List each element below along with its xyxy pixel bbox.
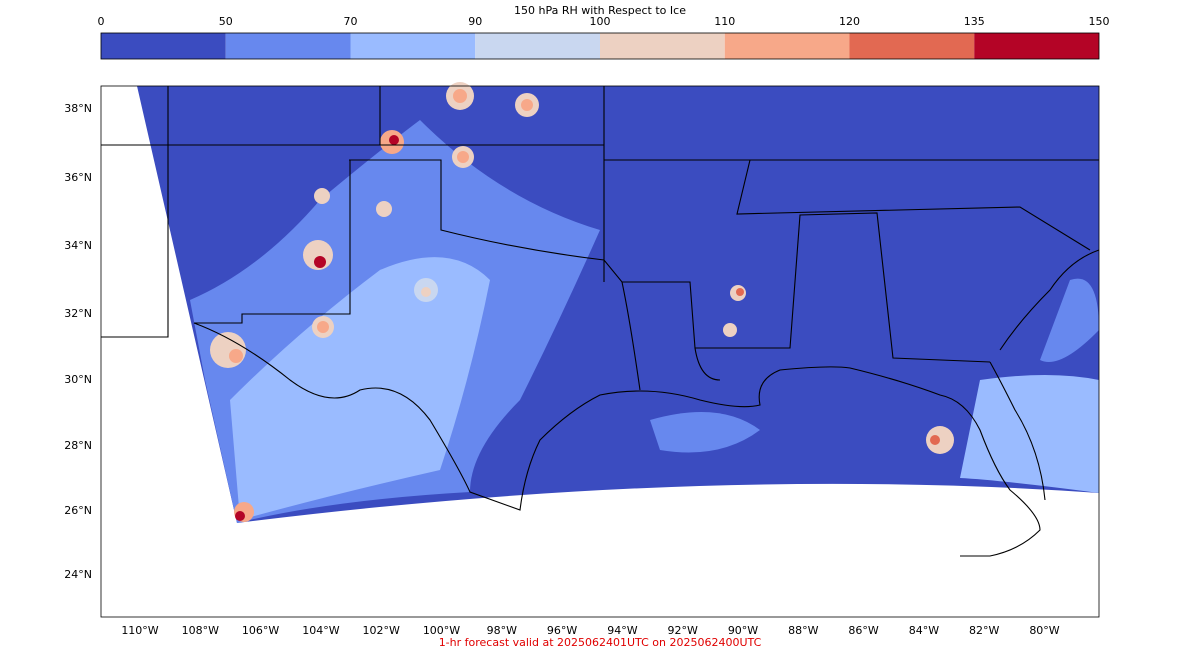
colorbar-tick-label: 100 bbox=[590, 15, 611, 28]
colorbar-frame bbox=[100, 32, 1100, 60]
lon-label: 80°W bbox=[1029, 624, 1059, 637]
colorbar-segment bbox=[225, 33, 351, 59]
colorbar-title: 150 hPa RH with Respect to Ice bbox=[514, 4, 686, 17]
lon-label: 86°W bbox=[848, 624, 878, 637]
map bbox=[100, 82, 1100, 618]
lon-label: 82°W bbox=[969, 624, 999, 637]
colorbar: 0 50 70 90 100 110 120 135 150 bbox=[98, 15, 1110, 60]
lon-label: 104°W bbox=[302, 624, 339, 637]
colorbar-segment bbox=[849, 33, 975, 59]
field-region bbox=[960, 375, 1099, 493]
lat-label: 26°N bbox=[64, 504, 92, 517]
lat-label: 38°N bbox=[64, 102, 92, 115]
lon-label: 106°W bbox=[242, 624, 279, 637]
colorbar-tick-label: 120 bbox=[839, 15, 860, 28]
lat-label: 24°N bbox=[64, 568, 92, 581]
lon-label: 90°W bbox=[728, 624, 758, 637]
colorbar-segment bbox=[724, 33, 850, 59]
lon-label: 102°W bbox=[363, 624, 400, 637]
colorbar-tick-label: 90 bbox=[468, 15, 482, 28]
footer: 1-hr forecast valid at 2025062401UTC on … bbox=[439, 636, 762, 649]
field-region bbox=[650, 412, 760, 453]
lat-label: 34°N bbox=[64, 239, 92, 252]
lon-label: 92°W bbox=[668, 624, 698, 637]
colorbar-tick-label: 110 bbox=[714, 15, 735, 28]
field-region bbox=[1040, 278, 1099, 362]
lon-label: 110°W bbox=[121, 624, 158, 637]
lon-label: 96°W bbox=[547, 624, 577, 637]
colorbar-tick-label: 135 bbox=[964, 15, 985, 28]
colorbar-tick-label: 150 bbox=[1089, 15, 1110, 28]
lat-label: 28°N bbox=[64, 439, 92, 452]
lon-label: 100°W bbox=[423, 624, 460, 637]
colorbar-segment bbox=[974, 33, 1099, 59]
lat-label: 36°N bbox=[64, 171, 92, 184]
colorbar-tick-label: 0 bbox=[98, 15, 105, 28]
lat-label: 32°N bbox=[64, 307, 92, 320]
lat-label: 30°N bbox=[64, 373, 92, 386]
lon-label: 84°W bbox=[909, 624, 939, 637]
lon-label: 88°W bbox=[788, 624, 818, 637]
colorbar-tick-label: 50 bbox=[219, 15, 233, 28]
borders bbox=[101, 86, 1100, 557]
map-frame bbox=[100, 85, 1100, 618]
lon-label: 108°W bbox=[182, 624, 219, 637]
colorbar-segment bbox=[475, 33, 600, 59]
field-region bbox=[230, 257, 490, 520]
convective-cells bbox=[210, 82, 954, 522]
colorbar-segment bbox=[350, 33, 476, 59]
lon-label: 94°W bbox=[607, 624, 637, 637]
colorbar-segment bbox=[101, 33, 226, 59]
colorbar-segment bbox=[600, 33, 725, 59]
colorbar-tick-label: 70 bbox=[344, 15, 358, 28]
lon-label: 98°W bbox=[487, 624, 517, 637]
